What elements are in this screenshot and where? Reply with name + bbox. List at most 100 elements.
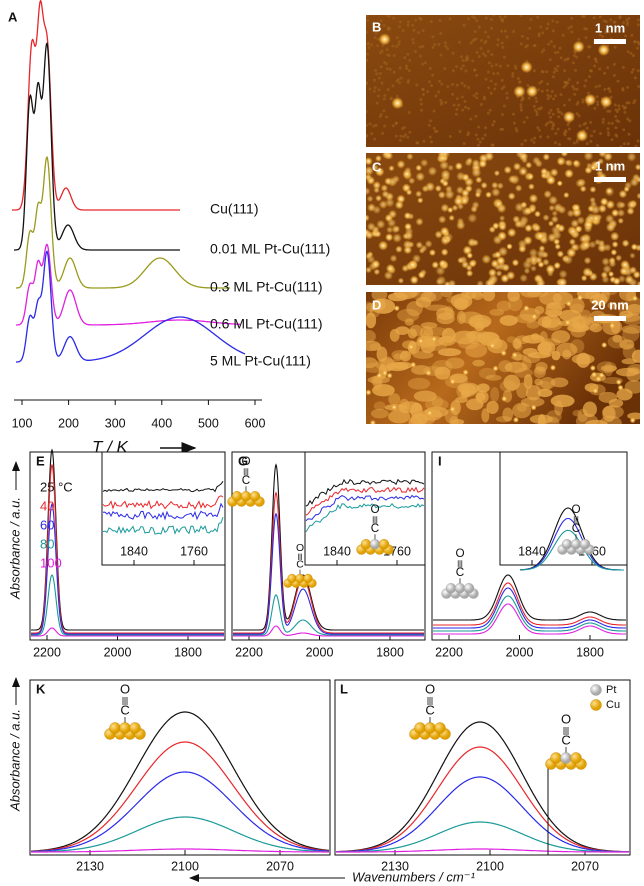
panel-label: A <box>8 9 18 24</box>
atom <box>415 83 418 86</box>
atom <box>475 133 478 136</box>
atom <box>529 18 532 21</box>
atom-label: O <box>425 681 435 696</box>
atom-label: C <box>572 522 580 535</box>
atom <box>556 21 559 24</box>
atom <box>557 180 563 186</box>
atom <box>481 137 484 140</box>
atom <box>368 87 371 90</box>
atom <box>476 138 479 141</box>
spectrum-curve <box>31 712 329 851</box>
atom <box>515 127 518 130</box>
co-molecule: OC <box>442 547 479 598</box>
atom <box>475 192 481 198</box>
y-axis-label: Absorbance / a.u. <box>7 497 22 600</box>
atom <box>487 86 490 89</box>
metal-atom <box>250 491 260 501</box>
island <box>468 315 491 328</box>
adatom <box>584 94 596 106</box>
atom <box>503 104 506 107</box>
atom <box>636 193 643 200</box>
atom <box>576 112 579 115</box>
legend-label: Pt <box>606 684 616 696</box>
atom <box>539 135 542 138</box>
atom <box>435 130 438 133</box>
atom <box>602 121 605 124</box>
atom <box>448 280 456 288</box>
atom <box>511 72 514 75</box>
atom <box>456 221 465 230</box>
x-tick-label: 1840 <box>120 544 148 558</box>
atom <box>622 89 625 92</box>
bright-spot <box>513 417 519 423</box>
atom <box>632 68 635 71</box>
atom <box>513 122 516 125</box>
atom <box>606 127 609 130</box>
atom <box>405 64 408 67</box>
atom <box>451 52 454 55</box>
island <box>393 353 402 361</box>
atom <box>398 278 404 284</box>
island <box>551 395 575 407</box>
atom <box>630 34 633 37</box>
adatom <box>563 111 575 123</box>
atom <box>557 128 560 131</box>
atom <box>514 220 522 228</box>
atom <box>415 191 422 198</box>
atom <box>567 57 570 60</box>
island <box>390 329 400 342</box>
atom <box>363 214 370 221</box>
atom <box>617 104 620 107</box>
atom <box>392 124 395 127</box>
bright-spot <box>512 352 518 358</box>
atom <box>601 257 610 266</box>
atom <box>568 27 571 30</box>
atom <box>536 16 539 19</box>
atom <box>533 105 536 108</box>
atom <box>378 241 388 251</box>
atom <box>493 120 496 123</box>
atom <box>382 109 385 112</box>
atom <box>545 70 548 73</box>
atom <box>373 138 376 141</box>
atom <box>535 100 538 103</box>
atom <box>499 65 502 68</box>
island <box>371 409 389 419</box>
atom <box>479 141 482 144</box>
atom <box>433 43 436 46</box>
atom <box>474 30 477 33</box>
atom <box>626 23 629 26</box>
atom <box>443 67 446 70</box>
atom <box>528 97 531 100</box>
atom <box>547 136 550 139</box>
atom <box>397 43 400 46</box>
atom <box>512 113 515 116</box>
atom <box>547 97 550 100</box>
atom <box>537 107 540 110</box>
atom <box>473 94 476 97</box>
atom <box>492 72 495 75</box>
atom <box>420 109 423 112</box>
atom <box>540 236 549 245</box>
atom <box>412 41 415 44</box>
atom <box>480 103 483 106</box>
atom <box>539 26 542 29</box>
metal-atom <box>288 574 297 583</box>
island <box>602 406 615 422</box>
atom <box>376 102 379 105</box>
x-tick-label: 200 <box>58 416 79 430</box>
atom <box>494 83 497 86</box>
atom <box>365 124 368 127</box>
atom <box>540 80 543 83</box>
atom <box>469 41 472 44</box>
atom <box>573 87 576 90</box>
atom <box>367 46 370 49</box>
atom <box>395 135 398 138</box>
atom <box>586 142 589 145</box>
atom <box>403 240 412 249</box>
atom <box>622 66 625 69</box>
atom <box>502 264 510 272</box>
atom <box>533 137 536 140</box>
x-tick-label: 2000 <box>306 645 334 659</box>
bright-spot <box>523 305 529 311</box>
